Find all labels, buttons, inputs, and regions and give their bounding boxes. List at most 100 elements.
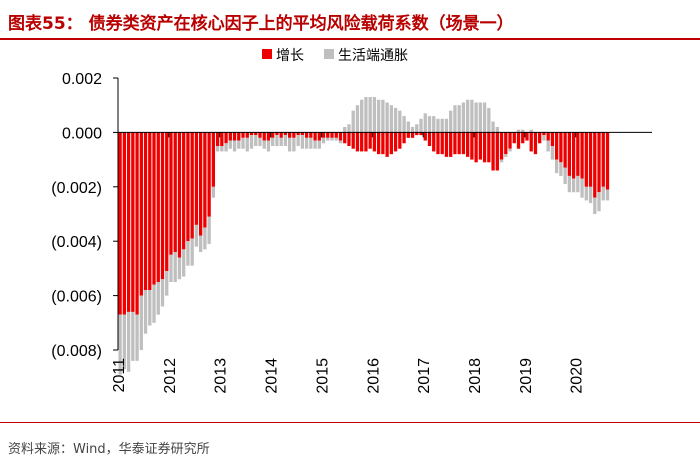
x-tick-label: 2013 [213, 358, 230, 394]
x-tick-label: 2016 [365, 358, 382, 394]
inflation-bar [432, 116, 436, 133]
inflation-bar [351, 110, 355, 133]
inflation-bar [152, 284, 156, 323]
growth-bar [237, 132, 241, 141]
inflation-bar [266, 140, 271, 152]
growth-bar [215, 132, 220, 146]
figure-title: 图表55： 债券类资产在核心因子上的平均风险载荷系数（场景一） [0, 0, 700, 40]
growth-bar [457, 132, 461, 155]
inflation-bar [275, 135, 279, 146]
growth-bar [271, 132, 275, 138]
inflation-bar [436, 118, 440, 133]
growth-bar [436, 132, 440, 155]
inflation-bar [554, 159, 559, 174]
growth-bar [571, 132, 576, 179]
inflation-bar [279, 137, 283, 146]
inflation-bar [495, 126, 499, 133]
x-tick-label: 2019 [518, 358, 535, 394]
growth-bar [304, 132, 309, 138]
inflation-bar [296, 135, 300, 146]
inflation-bar [478, 102, 483, 133]
inflation-bar [576, 175, 580, 193]
growth-bar [385, 132, 389, 157]
growth-bar [372, 132, 377, 152]
growth-bar [241, 132, 245, 138]
inflation-bar [381, 99, 385, 133]
growth-bar [580, 132, 584, 179]
title-rule [0, 38, 700, 40]
inflation-bar [571, 178, 576, 193]
growth-bar [529, 132, 533, 152]
inflation-bar [385, 102, 389, 133]
y-tick-label: (0.008) [51, 343, 102, 360]
growth-bar [593, 132, 597, 198]
growth-bar [262, 132, 266, 141]
inflation-bar [122, 314, 127, 370]
inflation-bar [139, 295, 143, 350]
inflation-bar [287, 137, 292, 152]
y-tick-label: 0.002 [62, 71, 102, 88]
growth-bar [499, 132, 504, 160]
inflation-bar [597, 192, 601, 212]
growth-bar [376, 132, 381, 155]
inflation-bar [482, 102, 487, 133]
growth-bar [393, 132, 398, 152]
inflation-bar [402, 116, 406, 133]
growth-bar [415, 132, 419, 136]
legend: 增长 生活端通胀 [262, 48, 408, 64]
growth-bar [118, 132, 122, 315]
inflation-bar [190, 238, 194, 266]
growth-bar [597, 132, 601, 193]
growth-bar [275, 132, 279, 136]
inflation-bar [601, 186, 605, 201]
growth-bar [419, 132, 423, 136]
inflation-bar [165, 271, 169, 296]
growth-bar [300, 132, 305, 136]
growth-bar [355, 132, 360, 152]
inflation-bar [605, 189, 610, 201]
inflation-bar [415, 124, 419, 133]
growth-bar [533, 132, 538, 155]
inflation-bar [118, 314, 122, 375]
inflation-bar [563, 167, 567, 185]
growth-bar [254, 132, 258, 136]
inflation-bar [491, 121, 495, 133]
growth-bar [440, 132, 444, 155]
y-tick-label: 0.000 [62, 125, 102, 142]
growth-bar [135, 132, 139, 315]
inflation-bar [249, 135, 254, 149]
legend-swatch-growth [262, 49, 272, 59]
growth-bar [126, 132, 131, 312]
inflation-bar [215, 146, 220, 152]
growth-bar [478, 132, 483, 160]
inflation-bar [504, 154, 508, 157]
growth-bar [461, 132, 466, 155]
growth-bar [542, 132, 546, 136]
growth-bar [309, 132, 313, 138]
inflation-bar [326, 137, 330, 141]
inflation-bar [343, 126, 347, 133]
growth-bar [283, 132, 288, 136]
growth-bar [516, 132, 521, 149]
inflation-bar [126, 311, 131, 372]
inflation-bar [245, 137, 249, 152]
inflation-bar [304, 137, 309, 149]
axes-group: 0.002 0.000 (0.002) (0.004) (0.006) (0.008) 20… [51, 71, 652, 394]
growth-bar [381, 132, 385, 155]
growth-bar [398, 132, 402, 149]
growth-bar [554, 132, 559, 160]
growth-bar [504, 132, 508, 155]
inflation-bar [160, 279, 165, 307]
x-tick-label: 2014 [264, 358, 281, 394]
y-tick-label: (0.004) [51, 234, 102, 251]
growth-bar [389, 132, 394, 155]
inflation-bar [232, 140, 237, 152]
growth-bar [292, 132, 296, 138]
growth-bar [538, 132, 542, 144]
growth-bar [131, 132, 135, 312]
legend-swatch-inflation [324, 49, 334, 59]
inflation-bar [453, 105, 457, 133]
inflation-bar [444, 118, 449, 133]
inflation-bar [360, 99, 364, 133]
growth-bar [245, 132, 249, 138]
